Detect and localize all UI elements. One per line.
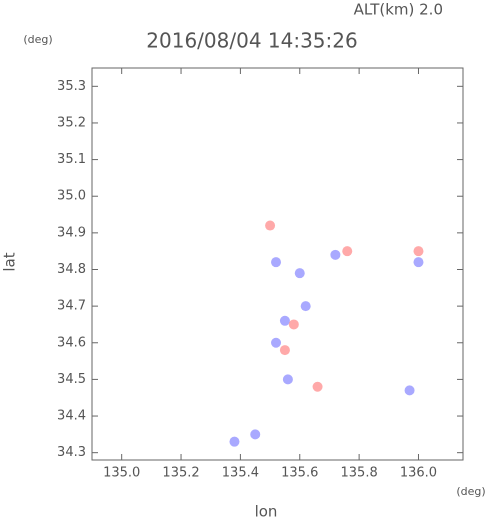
echo-cell [271, 257, 282, 268]
echo-cell [229, 436, 240, 447]
chart-title: 2016/08/04 14:35:26 [146, 29, 357, 53]
y-tick-label: 34.6 [57, 335, 86, 350]
x-tick-label: 136.0 [400, 466, 437, 481]
subtitle: ALT(km) 2.0 [354, 1, 443, 19]
y-unit: (deg) [23, 33, 52, 46]
echo-cell [413, 246, 424, 257]
x-tick-label: 135.8 [341, 466, 378, 481]
echo-cell [279, 345, 290, 356]
echo-cell [300, 301, 311, 312]
y-tick-label: 34.4 [57, 409, 86, 424]
x-unit: (deg) [456, 485, 485, 498]
echo-cell [294, 268, 305, 279]
y-tick-label: 34.3 [57, 445, 86, 460]
echo-cell [342, 246, 353, 257]
x-tick-label: 135.0 [103, 466, 140, 481]
x-tick-label: 135.2 [162, 466, 199, 481]
echo-cell [265, 220, 276, 231]
y-tick-label: 35.2 [57, 115, 86, 130]
echo-cell [413, 257, 424, 268]
y-tick-label: 35.1 [57, 152, 86, 167]
x-tick-label: 135.4 [222, 466, 259, 481]
y-tick-label: 35.0 [57, 189, 86, 204]
y-tick-label: 34.5 [57, 372, 86, 387]
x-axis-label: lon [255, 503, 278, 521]
plot-frame [91, 67, 464, 461]
echo-cell [279, 315, 290, 326]
y-tick-label: 35.3 [57, 79, 86, 94]
y-tick-label: 34.9 [57, 225, 86, 240]
y-tick-label: 34.7 [57, 299, 86, 314]
x-tick-label: 135.6 [281, 466, 318, 481]
y-tick-label: 34.8 [57, 262, 86, 277]
echo-cell [271, 337, 282, 348]
echo-cell [282, 374, 293, 385]
echo-cell [312, 381, 323, 392]
y-axis-label: lat [1, 252, 19, 271]
echo-cell [288, 319, 299, 330]
echo-cell [330, 249, 341, 260]
echo-cell [250, 429, 261, 440]
echo-cell [404, 385, 415, 396]
